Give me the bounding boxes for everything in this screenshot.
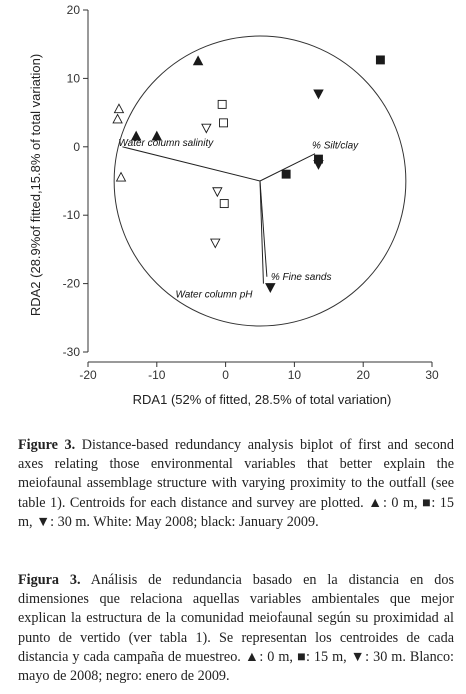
square-marker: [375, 55, 385, 65]
y-tick-label: 10: [67, 71, 81, 85]
figure-caption-english: Figure 3. Distance-based redundancy anal…: [18, 436, 454, 532]
x-tick-label: 0: [222, 368, 229, 382]
triangle-down-marker: [212, 187, 223, 198]
y-tick-label: -10: [63, 208, 81, 222]
vector-label: Water column pH: [175, 290, 253, 301]
x-tick-label: -20: [79, 368, 97, 382]
vector-label: Water column salinity: [118, 138, 214, 149]
triangle-up-marker: [112, 113, 123, 124]
vector-line: [122, 146, 261, 182]
vector-label: % Fine sands: [271, 272, 332, 283]
rda-biplot: 20 10 0 -10 -20 -30 -20 -10 0 10 20 30 % Silt/clay W…: [28, 3, 439, 407]
caption-label-english: Figure 3.: [18, 437, 76, 453]
x-tick-label: 30: [425, 368, 439, 382]
triangle-down-marker: [313, 89, 324, 100]
y-axis-title: RDA2 (28.9%of fitted,15.8% of total vari…: [28, 54, 43, 316]
vector-line: [259, 180, 264, 284]
triangle-up-marker: [192, 55, 204, 66]
x-axis-title: RDA1 (52% of fitted, 28.5% of total vari…: [133, 392, 392, 407]
triangle-down-marker: [210, 238, 221, 249]
vector-line: [259, 180, 268, 277]
y-tick-label: 20: [67, 3, 81, 17]
triangle-down-marker: [313, 159, 324, 170]
x-tick-label: 10: [288, 368, 302, 382]
vector-line: [259, 153, 316, 182]
x-tick-label: -10: [148, 368, 166, 382]
y-tick-label: -30: [63, 345, 81, 359]
vector-layer: % Silt/clay Water column salinity Water co…: [118, 138, 359, 301]
y-tick-label: -20: [63, 277, 81, 291]
y-tick-label: 0: [73, 140, 80, 154]
caption-label-spanish: Figura 3.: [18, 572, 81, 588]
triangle-up-marker: [115, 171, 127, 182]
correlation-circle: [113, 35, 407, 327]
vector-label: % Silt/clay: [312, 141, 359, 152]
triangle-up-marker: [151, 130, 163, 141]
caption-text-spanish: Análisis de redundancia basado en la dis…: [18, 572, 454, 685]
caption-text-english: Distance-based redundancy analysis biplo…: [18, 437, 454, 530]
figure-caption-spanish: Figura 3. Análisis de redundancia basado…: [18, 571, 454, 686]
square-marker: [219, 199, 229, 209]
triangle-up-marker: [130, 130, 142, 141]
triangle-down-marker: [265, 283, 276, 293]
triangle-down-marker: [201, 123, 212, 134]
triangle-up-marker: [113, 103, 125, 114]
axes: 20 10 0 -10 -20 -30 -20 -10 0 10 20 30: [63, 3, 439, 382]
square-marker: [219, 118, 228, 128]
square-marker: [217, 99, 227, 109]
point-layer: [112, 55, 385, 293]
x-tick-label: 20: [357, 368, 371, 382]
square-marker: [281, 169, 291, 179]
correlation-circle-layer: [113, 35, 407, 327]
